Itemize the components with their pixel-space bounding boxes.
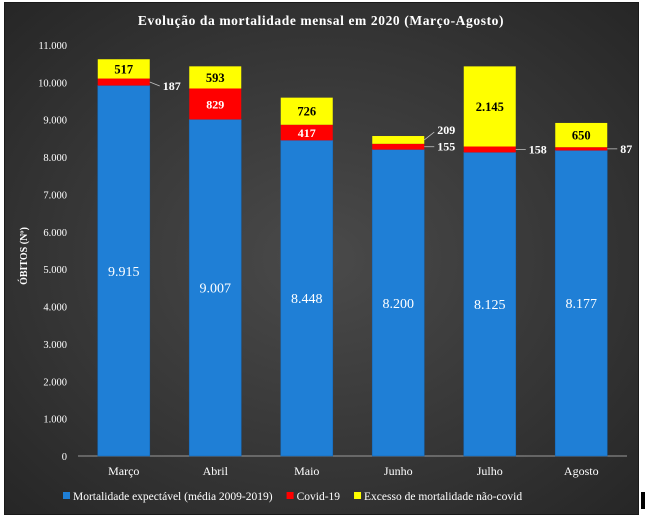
data-label-excess: 726 [297,105,316,119]
bar-excess [280,97,333,125]
bar-expected [97,85,151,457]
y-tick-label: 2.000 [43,377,67,388]
x-tick-label: Maio [294,464,319,478]
bars-layer [97,59,608,457]
y-tick-label: 9.000 [43,116,67,127]
x-tick-label: Junho [384,464,413,478]
legend-label: Mortalidade expectável (média 2009-2019) [73,491,273,503]
y-tick-label: 10.000 [38,78,67,89]
y-tick-label: 11.000 [39,41,68,52]
bar-expected [463,152,517,457]
chart-title: Evolução da mortalidade mensal em 2020 (… [138,13,504,28]
data-label-excess: 650 [572,129,591,143]
bar-excess [463,66,516,147]
x-tick-label: Agosto [564,464,599,478]
bar-excess [555,122,608,148]
legend-swatch [354,492,362,499]
y-tick-label: 8.000 [43,153,67,164]
bar-covid [555,147,608,151]
data-label-expected: 9.915 [108,265,140,280]
y-tick-label: 5.000 [43,265,67,276]
x-tick-label: Abril [203,464,229,478]
y-tick-label: 1.000 [43,415,67,426]
bar-covid [280,124,333,141]
legend-swatch [286,492,294,499]
data-label-covid: 158 [529,142,547,156]
x-tick-label: Março [108,464,139,478]
data-label-covid: 155 [437,140,455,154]
y-tick-label: 6.000 [43,228,67,239]
x-tick-labels: Março Abril Maio Junho Julho Agosto [108,464,599,478]
y-axis-label: ÓBITOS (Nº) [18,227,30,285]
bar-covid [189,88,242,120]
legend: Mortalidade expectável (média 2009-2019)… [63,491,522,503]
data-label-expected: 8.448 [291,292,323,307]
text-cursor-mark [641,492,645,509]
y-tick-label: 7.000 [43,190,67,201]
data-label-expected: 8.200 [383,297,415,312]
bar-expected [280,140,334,457]
bar-excess [97,59,150,79]
data-label-covid: 829 [206,97,224,111]
data-label-excess: 593 [206,71,225,85]
legend-swatch [63,492,70,499]
data-label-excess: 2.145 [476,100,504,114]
y-tick-label: 3.000 [43,340,67,351]
bar-covid [97,78,150,86]
y-tick-label: 0 [62,452,67,463]
bar-excess [189,66,242,89]
bar-excess [372,136,425,144]
data-label-expected: 9.007 [200,282,232,297]
data-label-leader [149,81,160,87]
axis-layer: 0 1.000 2.000 3.000 4.000 5.000 6.000 7.000 8.00… [38,41,627,463]
data-label-covid: 417 [298,126,316,140]
data-label-excess: 517 [114,62,133,76]
bar-covid [372,143,425,150]
x-tick-label: Julho [477,464,503,478]
chart: Evolução da mortalidade mensal em 2020 (… [18,13,632,503]
bar-expected [371,149,425,457]
data-label-leader [424,131,435,141]
chart-frame: Evolução da mortalidade mensal em 2020 (… [4,2,639,515]
legend-label: Covid-19 [297,491,341,503]
bar-expected [554,150,608,457]
legend-label: Excesso de mortalidade não-covid [364,491,522,503]
y-tick-label: 4.000 [43,303,67,314]
data-label-covid: 187 [163,79,181,93]
bar-covid [463,146,516,153]
data-label-expected: 8.177 [566,297,598,312]
data-label-excess: 209 [437,123,455,137]
bar-expected [188,119,242,457]
data-labels-layer: 9.915 187 517 9.007 829 593 8.448 417 726 8.200 15… [108,62,632,313]
data-label-expected: 8.125 [474,298,506,313]
data-label-covid: 87 [620,142,632,156]
